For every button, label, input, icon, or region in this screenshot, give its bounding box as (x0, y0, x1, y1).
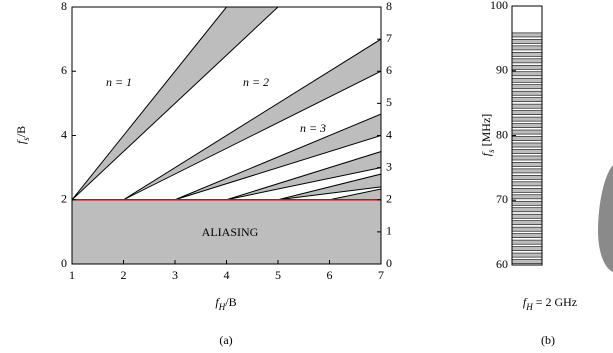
aliasing-region (72, 199, 381, 264)
stripe (511, 246, 543, 251)
y-axis-label: fs [MHz] (479, 114, 496, 157)
stripe (511, 226, 543, 232)
y-tick-label: 100 (490, 0, 508, 12)
stripe (511, 181, 543, 187)
region-label: n = 3 (300, 121, 326, 135)
caption: fH = 2 GHz (523, 295, 577, 312)
stripe (511, 252, 543, 258)
stripe (511, 188, 543, 193)
label-part: H (525, 302, 533, 312)
y2-tick-label: 1 (386, 224, 392, 238)
label-part: H (218, 302, 226, 312)
region-label: n = 2 (243, 75, 269, 89)
stripe (511, 39, 543, 44)
stripe (511, 194, 543, 200)
stripe (511, 220, 543, 226)
label-part: f (523, 295, 528, 309)
x-tick-label: 7 (378, 268, 384, 282)
label-part: = 2 GHz (533, 295, 577, 309)
y2-tick-label: 7 (386, 31, 392, 45)
y2-tick-label: 4 (386, 127, 392, 141)
y2-tick-label: 8 (386, 0, 392, 13)
x-tick-label: 2 (121, 268, 127, 282)
box-frame (511, 5, 543, 266)
plot-area (72, 7, 381, 264)
label-part: f (479, 151, 493, 156)
y-tick-label: 70 (496, 192, 508, 206)
y2-tick-label: 0 (386, 256, 392, 270)
label-part: /B (14, 126, 28, 137)
aliasing-band (72, 7, 279, 201)
stripe (511, 103, 543, 109)
label-part: f (215, 295, 220, 309)
stripe (511, 58, 543, 64)
stripe (511, 64, 543, 70)
y2-tick-label: 6 (386, 63, 392, 77)
panel-label: (b) (541, 333, 555, 347)
y2-tick-label: 2 (386, 192, 392, 206)
stripe (511, 149, 543, 154)
y2-tick-label: 5 (386, 95, 392, 109)
stripe (511, 239, 543, 245)
x-tick-label: 3 (172, 268, 178, 282)
stripe (511, 52, 543, 57)
panel-label: (a) (219, 333, 232, 347)
stripe (511, 32, 543, 38)
stripe (511, 123, 543, 128)
y-tick-label: 90 (496, 63, 508, 77)
y-tick-label: 0 (61, 256, 67, 270)
stripe (511, 155, 543, 161)
y-tick-label: 4 (61, 127, 67, 141)
stripe (511, 71, 543, 77)
stripe (511, 162, 543, 167)
stripe (511, 90, 543, 96)
aliasing-band (123, 38, 381, 201)
stripe (511, 97, 543, 103)
aliasing-band (226, 151, 381, 201)
stripe (511, 175, 543, 180)
stripe (511, 136, 543, 141)
y-tick-label: 8 (61, 0, 67, 13)
stripe (511, 233, 543, 238)
x-axis-label: fH/B (215, 295, 236, 312)
y-axis-label: fs/B (14, 126, 31, 144)
y-tick-label: 60 (496, 257, 508, 271)
x-tick-label: 4 (224, 268, 230, 282)
stripe (511, 110, 543, 115)
y-tick-label: 6 (61, 63, 67, 77)
stripe (511, 213, 543, 219)
aliasing-band (277, 173, 381, 201)
stripe (511, 84, 543, 90)
stripe (511, 116, 543, 122)
blob (598, 165, 613, 272)
label-part: s (486, 149, 496, 153)
label-part: f (14, 139, 28, 144)
x-tick-label: 5 (275, 268, 281, 282)
region-label: n = 1 (106, 75, 132, 89)
x-tick-label: 1 (69, 268, 75, 282)
aliasing-band (174, 113, 381, 201)
y-tick-label: 80 (496, 127, 508, 141)
y2-tick-label: 3 (386, 159, 392, 173)
stripe (511, 45, 543, 51)
stripe (511, 200, 543, 206)
x-tick-label: 6 (327, 268, 333, 282)
stripe (511, 207, 543, 213)
stripe (511, 259, 543, 264)
stripe (511, 168, 543, 174)
stripe (511, 142, 543, 148)
label-part: /B (225, 295, 236, 309)
label-part: [MHz] (479, 114, 493, 150)
y-tick-label: 2 (61, 192, 67, 206)
stripe (511, 77, 543, 83)
stripe (511, 129, 543, 135)
annotation: ALIASING (202, 225, 259, 239)
label-part: s (21, 137, 31, 141)
